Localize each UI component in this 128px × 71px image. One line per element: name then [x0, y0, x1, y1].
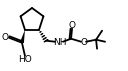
Text: O: O [68, 21, 75, 30]
Text: O: O [2, 33, 9, 42]
Text: HO: HO [18, 55, 32, 64]
Polygon shape [20, 30, 25, 43]
Text: NH: NH [53, 38, 66, 47]
Text: O: O [81, 38, 88, 47]
